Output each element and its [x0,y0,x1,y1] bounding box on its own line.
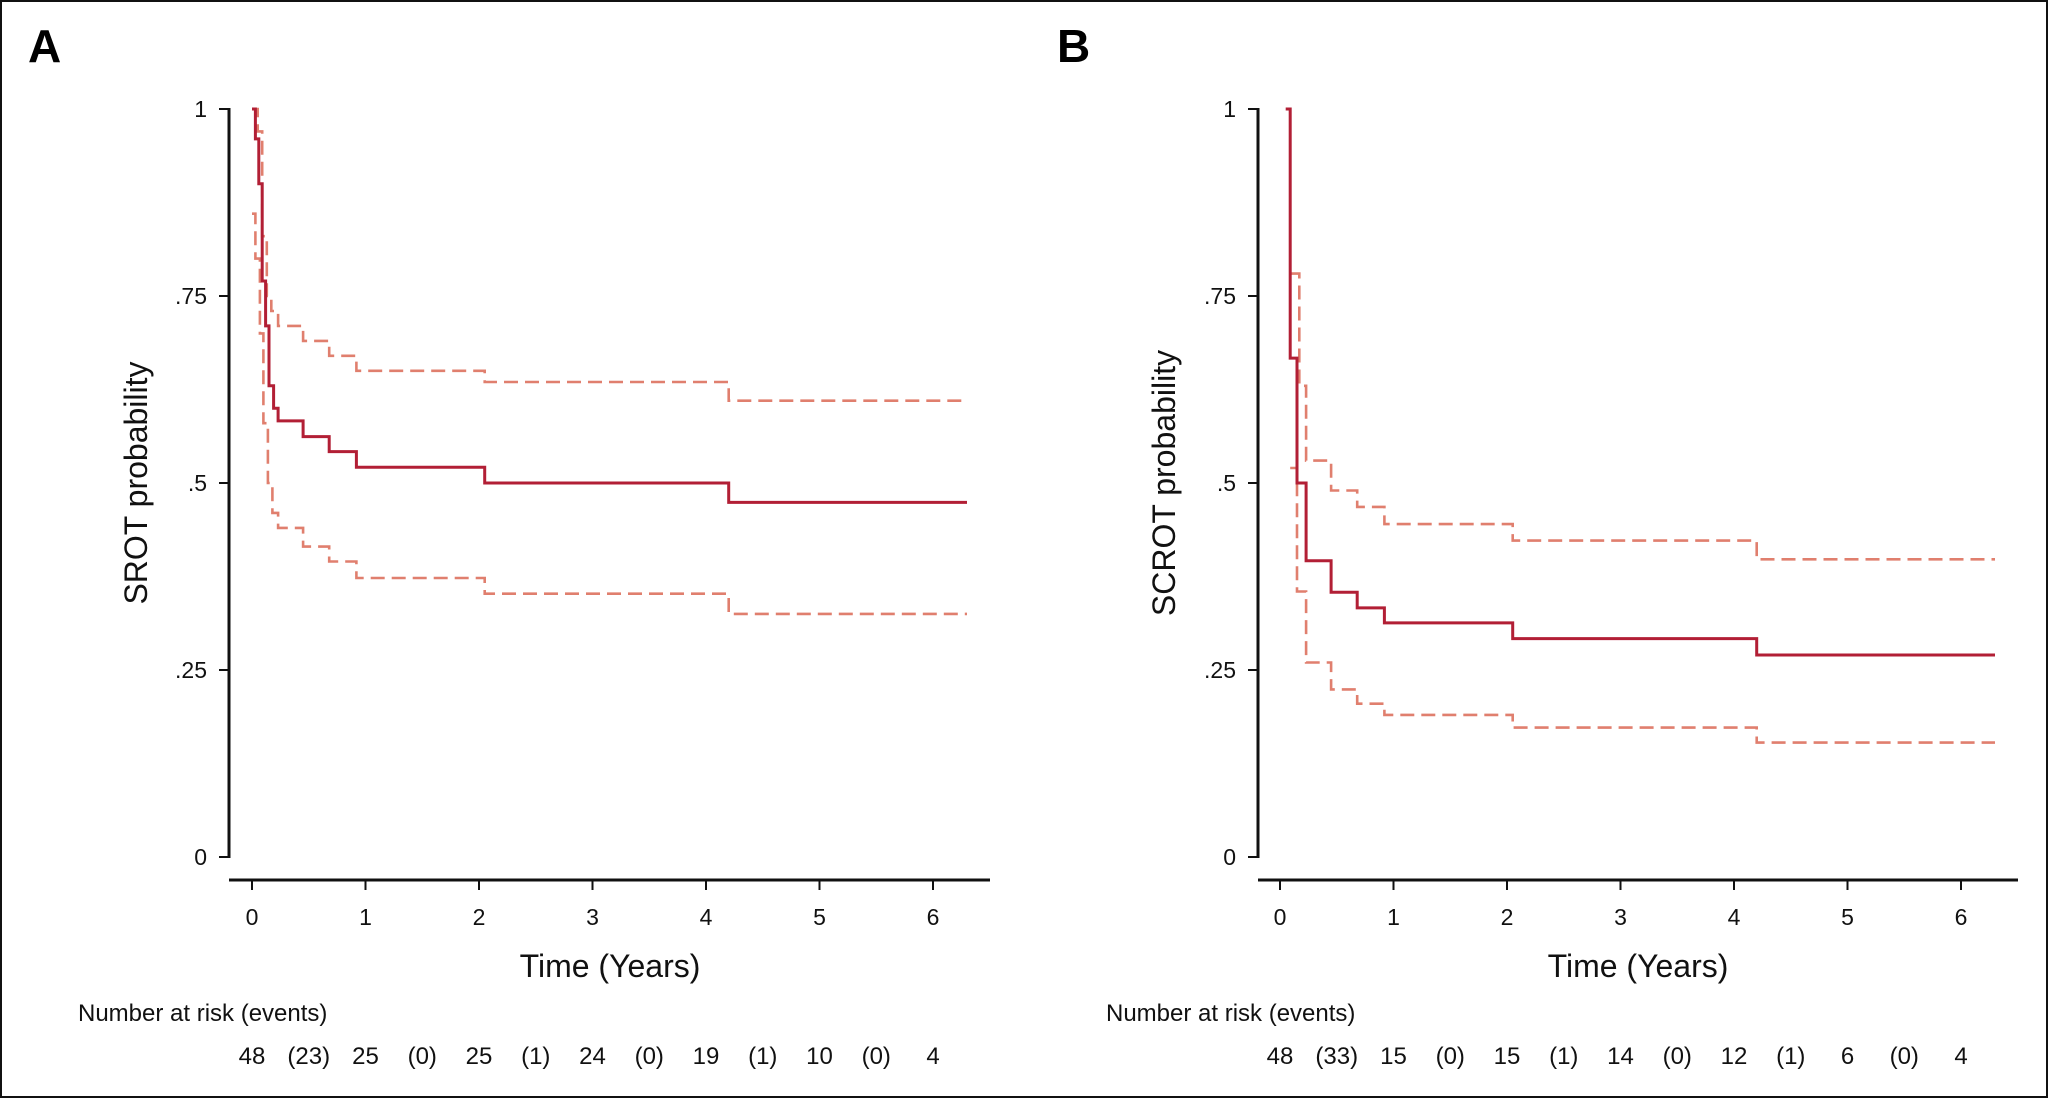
panel-a-x-ticks: 0 1 2 3 4 5 6 [246,880,940,930]
panel-b-x-tick-label: 5 [1841,904,1854,930]
panel-a-risk-value: (0) [635,1043,664,1070]
panel-a-risk-table: 48 (23) 25 (0) 25 (1) 24 (0) 19 (1) 10 (0) 4 [239,1043,940,1070]
panel-b-x-tick-label: 2 [1501,904,1514,930]
panel-b-x-ticks: 0 1 2 3 4 5 6 [1274,880,1968,930]
panel-a-x-tick-label: 3 [586,904,599,930]
panel-a-risk-value: 4 [926,1043,939,1070]
panel-a-risk-value: 24 [579,1043,606,1070]
panel-b-risk-value: (0) [1890,1043,1919,1070]
panel-a-risk-title: Number at risk (events) [78,1000,327,1027]
panel-a-x-tick-label: 0 [246,904,259,930]
panel-b-estimate-line [1285,107,1995,657]
panel-b-label: B [1057,20,1090,72]
panel-a-y-tick-label: .25 [175,657,207,683]
panel-b-risk-value: 12 [1721,1043,1748,1070]
panel-a-risk-value: 19 [693,1043,720,1070]
panel-b-x-tick-label: 4 [1728,904,1741,930]
panel-a-x-axis-title: Time (Years) [520,948,701,984]
panel-b-x-tick-label: 1 [1387,904,1400,930]
panel-b-risk-value: 4 [1954,1043,1967,1070]
panel-a-x-tick-label: 4 [700,904,713,930]
panel-a-risk-value: 25 [466,1043,493,1070]
panel-a-risk-value: (1) [521,1043,550,1070]
panel-b-x-tick-label: 6 [1955,904,1968,930]
panel-a-y-tick-label: 1 [194,96,207,122]
panel-b-y-axis-title: SCROT probability [1146,350,1182,616]
panel-a-risk-value: (0) [408,1043,437,1070]
panel-b-risk-value: 14 [1607,1043,1634,1070]
panel-a-x-tick-label: 1 [359,904,372,930]
panel-b-risk-value: (1) [1549,1043,1578,1070]
panel-b-upper-ci-line [1290,272,1995,561]
panel-a-upper-ci-line [252,107,967,402]
panel-b-lower-ci-line [1290,466,1995,744]
panel-a-estimate-line [252,107,967,504]
panel-a-y-tick-label: 0 [194,844,207,870]
panel-b-risk-value: 48 [1267,1043,1294,1070]
panel-b-y-tick-label: .5 [1217,470,1236,496]
panel-b-x-axis-title: Time (Years) [1548,948,1729,984]
panel-b-risk-value: 6 [1841,1043,1854,1070]
panel-b-y-tick-label: 0 [1223,844,1236,870]
panel-b-y-tick-label: .25 [1204,657,1236,683]
panel-a-risk-value: 10 [806,1043,833,1070]
panel-b-risk-table: 48 (33) 15 (0) 15 (1) 14 (0) 12 (1) 6 (0) 4 [1267,1043,1968,1070]
panel-a-label: A [28,20,61,72]
panel-a: A 0 .25 .5 .75 1 0 1 2 3 4 5 6 SROT probability Ti… [28,20,990,1070]
panel-b-risk-value: (0) [1436,1043,1465,1070]
panel-a-y-tick-label: .5 [188,470,207,496]
panel-a-y-ticks: 0 .25 .5 .75 1 [175,96,229,870]
panel-b-risk-value: 15 [1494,1043,1521,1070]
panel-a-y-axis-title: SROT probability [118,361,154,604]
panel-b-risk-value: (0) [1663,1043,1692,1070]
panel-b-y-tick-label: .75 [1204,283,1236,309]
panel-a-risk-value: (1) [748,1043,777,1070]
panel-b-risk-title: Number at risk (events) [1106,1000,1355,1027]
panel-b-x-tick-label: 0 [1274,904,1287,930]
panel-b-risk-value: (1) [1776,1043,1805,1070]
panel-a-risk-value: 48 [239,1043,266,1070]
panel-a-lower-ci-line [252,212,967,616]
panel-a-x-tick-label: 2 [473,904,486,930]
panel-b-y-tick-label: 1 [1223,96,1236,122]
panel-a-series [252,107,967,616]
panel-b-risk-value: 15 [1380,1043,1407,1070]
panel-a-y-tick-label: .75 [175,283,207,309]
panel-b-y-ticks: 0 .25 .5 .75 1 [1204,96,1258,870]
panel-b-series [1285,107,1995,744]
panel-a-x-tick-label: 6 [927,904,940,930]
panel-b-x-tick-label: 3 [1614,904,1627,930]
panel-a-risk-value: (23) [287,1043,330,1070]
panel-b-risk-value: (33) [1315,1043,1358,1070]
panel-a-risk-value: 25 [352,1043,379,1070]
panel-a-x-tick-label: 5 [813,904,826,930]
panel-a-risk-value: (0) [862,1043,891,1070]
